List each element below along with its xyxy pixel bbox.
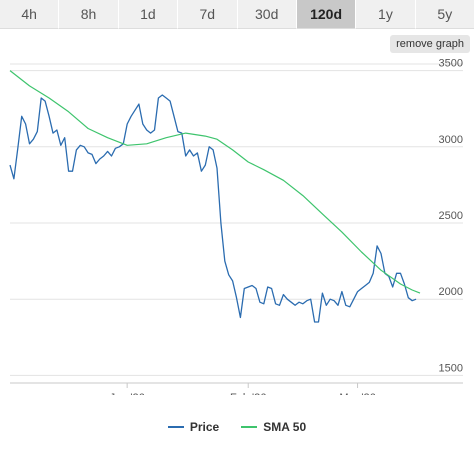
tab-30d[interactable]: 30d (237, 0, 297, 29)
tab-120d[interactable]: 120d (296, 0, 357, 29)
x-tick-label: Feb '26 (230, 392, 266, 395)
tab-1y[interactable]: 1y (356, 0, 416, 29)
x-tick-label: Mar '26 (339, 392, 375, 395)
y-tick-label: 3500 (439, 58, 463, 70)
price-chart: 1500 2000 2500 3000 3500 Jan '26 Feb '26 Mar '2… (9, 58, 463, 395)
legend-swatch-sma (241, 426, 258, 428)
legend-item-price[interactable]: Price (167, 420, 220, 434)
tab-1d[interactable]: 1d (118, 0, 179, 29)
remove-graph-button[interactable]: remove graph (390, 35, 470, 53)
timeframe-tabs: 4h 8h 1d 7d 30d 120d 1y 5y (0, 0, 474, 30)
tab-7d[interactable]: 7d (178, 0, 238, 29)
y-tick-label: 2500 (439, 210, 463, 222)
legend-item-sma[interactable]: SMA 50 (241, 420, 306, 434)
series-line-price (9, 94, 417, 323)
tab-4h[interactable]: 4h (0, 0, 60, 29)
y-tick-label: 3000 (439, 134, 463, 146)
series-line-sma (9, 70, 421, 294)
x-tick-label: Jan '26 (110, 392, 145, 395)
tab-8h[interactable]: 8h (59, 0, 119, 29)
legend-label-price: Price (189, 420, 220, 434)
legend-label-sma: SMA 50 (263, 420, 307, 434)
y-tick-label: 2000 (439, 286, 463, 298)
legend-swatch-price (167, 426, 184, 428)
y-tick-label: 1500 (439, 362, 463, 374)
tab-5y[interactable]: 5y (415, 0, 474, 29)
chart-legend: Price SMA 50 (0, 420, 474, 434)
